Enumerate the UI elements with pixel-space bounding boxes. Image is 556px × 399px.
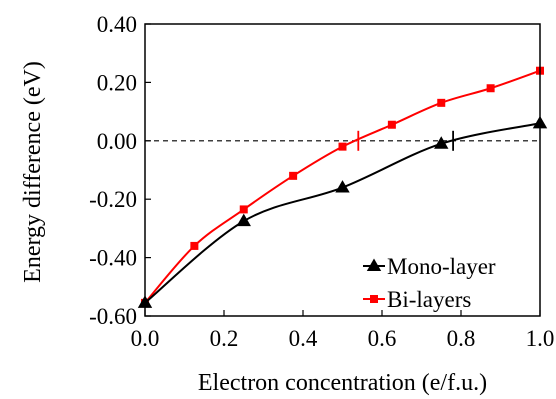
data-point — [486, 84, 495, 93]
x-tick-label: 0.8 — [447, 326, 476, 351]
y-tick-label: -0.20 — [89, 187, 137, 212]
legend-marker — [366, 258, 382, 272]
legend-item: Mono-layer — [363, 254, 496, 279]
legend-item: Bi-layers — [363, 287, 471, 312]
data-point — [434, 136, 449, 149]
x-tick-label: 1.0 — [526, 326, 555, 351]
x-tick-label: 0.6 — [368, 326, 397, 351]
y-axis-title: Energy difference (eV) — [20, 61, 46, 283]
series-layer — [137, 66, 548, 308]
plot-area-frame — [144, 23, 541, 317]
legend-label: Mono-layer — [387, 254, 496, 279]
data-point — [289, 171, 298, 180]
data-point — [239, 205, 248, 214]
legend: Mono-layer Bi-layers — [363, 254, 496, 312]
y-tick-label: -0.40 — [89, 246, 137, 271]
data-point — [437, 98, 446, 107]
data-point — [236, 213, 251, 227]
legend-label: Bi-layers — [387, 287, 471, 312]
x-tick-label: 0.0 — [131, 326, 160, 351]
axis-ticks: 0.0 0.2 0.4 0.6 0.8 1.0 0.40 0.20 0.00 -0.20 -0.40… — [89, 12, 554, 351]
legend-marker — [370, 295, 378, 303]
y-tick-label: 0.00 — [97, 129, 137, 154]
data-point — [190, 241, 199, 250]
data-point — [387, 120, 396, 129]
data-point — [335, 180, 350, 193]
data-point — [338, 142, 347, 151]
x-axis-title: Electron concentration (e/f.u.) — [198, 370, 487, 396]
x-tick-label: 0.2 — [210, 326, 239, 351]
y-tick-label: 0.20 — [97, 70, 137, 95]
y-tick-label: -0.60 — [89, 304, 137, 329]
y-tick-label: 0.40 — [97, 12, 137, 37]
x-tick-label: 0.4 — [289, 326, 318, 351]
